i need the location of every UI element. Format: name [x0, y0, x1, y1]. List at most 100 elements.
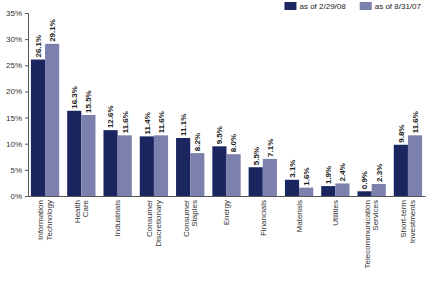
- data-label: 29.1%: [48, 19, 57, 42]
- x-tick: ConsumerStaples: [182, 196, 199, 237]
- y-tick-label: 30%: [6, 35, 22, 44]
- x-tick: Industrials: [113, 196, 122, 236]
- bar: [335, 183, 349, 196]
- x-tick-label: Financials: [259, 200, 268, 236]
- y-axis-line: [25, 14, 29, 197]
- data-label: 11.6%: [157, 111, 166, 133]
- data-label: 1.6%: [302, 167, 311, 185]
- bar: [67, 111, 81, 196]
- x-tick: Financials: [259, 196, 268, 236]
- data-label: 3.1%: [288, 160, 297, 178]
- data-label: 15.5%: [84, 90, 93, 113]
- legend-item: as of 8/31/07: [360, 2, 422, 11]
- y-tick-mark: [25, 91, 28, 92]
- bar: [212, 146, 226, 196]
- y-tick-mark: [25, 39, 28, 40]
- y-tick-mark: [25, 196, 28, 197]
- bar: [227, 154, 241, 196]
- data-label: 2.3%: [375, 164, 384, 182]
- y-tick-label: 20%: [6, 87, 22, 96]
- y-tick: 30%: [6, 35, 28, 44]
- data-label: 26.1%: [34, 35, 43, 58]
- data-label: 16.3%: [70, 86, 79, 109]
- y-tick: 35%: [6, 9, 28, 18]
- bars: [31, 44, 422, 196]
- bar: [321, 186, 335, 196]
- x-axis-line: [29, 196, 426, 197]
- bar: [154, 135, 168, 196]
- x-tick: Materials: [295, 196, 304, 232]
- y-tick: 10%: [6, 140, 28, 149]
- bar: [31, 60, 45, 196]
- x-tick-label: ConsumerDiscretionary: [145, 200, 162, 247]
- bar: [358, 191, 372, 196]
- y-tick-mark: [25, 144, 28, 145]
- x-tick: HealthCare: [73, 196, 90, 223]
- data-labels: 26.1% 16.3% 12.6% 11.4% 11.1% 9.5% 5.5% 3.1% 1.9…: [34, 19, 420, 189]
- bar: [103, 130, 117, 196]
- x-axis: InformationTechnology HealthCare Industria…: [29, 196, 426, 268]
- y-tick-mark: [25, 118, 28, 119]
- data-label: 8.2%: [193, 133, 202, 151]
- y-tick-label: 5%: [10, 166, 22, 175]
- y-tick-mark: [25, 13, 28, 14]
- x-tick: ConsumerDiscretionary: [145, 196, 162, 247]
- x-tick-label: Short-termInvestments: [399, 200, 416, 243]
- bar: [285, 180, 299, 196]
- bar: [299, 188, 313, 196]
- x-tick-label: HealthCare: [73, 199, 90, 223]
- y-tick-mark: [25, 65, 28, 66]
- legend: as of 2/29/08 as of 8/31/07: [284, 2, 421, 11]
- y-tick: 15%: [6, 114, 28, 123]
- bar: [372, 184, 386, 196]
- data-label: 2.4%: [338, 163, 347, 181]
- bar: [45, 44, 59, 196]
- legend-label: as of 2/29/08: [299, 2, 346, 11]
- x-tick: Utilities: [331, 196, 340, 226]
- y-tick-label: 0%: [10, 192, 22, 201]
- data-label: 11.6%: [411, 111, 420, 133]
- data-label: 0.9%: [360, 171, 369, 189]
- data-label: 11.1%: [179, 114, 188, 136]
- bar: [263, 159, 277, 196]
- data-label: 1.9%: [324, 166, 333, 184]
- legend-swatch: [360, 2, 372, 10]
- bar: [81, 115, 95, 196]
- x-tick: InformationTechnology: [36, 196, 53, 240]
- y-tick-label: 35%: [6, 9, 22, 18]
- x-tick-label: Energy: [222, 200, 231, 225]
- x-tick: Short-termInvestments: [399, 196, 416, 243]
- y-tick-mark: [25, 170, 28, 171]
- chart: 0% 5% 10% 15% 20% 25% 30% 35% InformationTechnol…: [0, 0, 430, 286]
- bar: [118, 135, 132, 196]
- y-tick-label: 25%: [6, 61, 22, 70]
- data-label: 9.5%: [215, 126, 224, 144]
- x-tick-label: Utilities: [331, 200, 340, 226]
- data-label: 8.0%: [229, 134, 238, 152]
- x-tick: Energy: [222, 196, 231, 225]
- x-tick-label: ConsumerStaples: [182, 200, 199, 237]
- bar: [249, 167, 263, 196]
- bar: [394, 145, 408, 196]
- y-tick: 0%: [10, 192, 28, 201]
- bar: [190, 153, 204, 196]
- bar: [408, 135, 422, 196]
- y-tick: 20%: [6, 87, 28, 96]
- data-label: 7.1%: [266, 139, 275, 157]
- bar: [176, 138, 190, 196]
- y-axis: 0% 5% 10% 15% 20% 25% 30% 35%: [6, 9, 29, 201]
- data-label: 11.6%: [121, 111, 130, 133]
- x-tick-label: InformationTechnology: [36, 200, 53, 240]
- x-tick-label: TelecommunicationServices: [363, 200, 380, 268]
- x-tick-label: Industrials: [113, 200, 122, 236]
- bar: [140, 136, 154, 196]
- data-label: 11.4%: [143, 112, 152, 134]
- legend-swatch: [284, 2, 296, 10]
- data-label: 12.6%: [106, 105, 115, 128]
- legend-label: as of 8/31/07: [375, 2, 422, 11]
- x-tick-label: Materials: [295, 200, 304, 232]
- data-label: 5.5%: [252, 147, 261, 165]
- y-tick: 25%: [6, 61, 28, 70]
- y-tick: 5%: [10, 166, 28, 175]
- x-tick: TelecommunicationServices: [363, 196, 380, 268]
